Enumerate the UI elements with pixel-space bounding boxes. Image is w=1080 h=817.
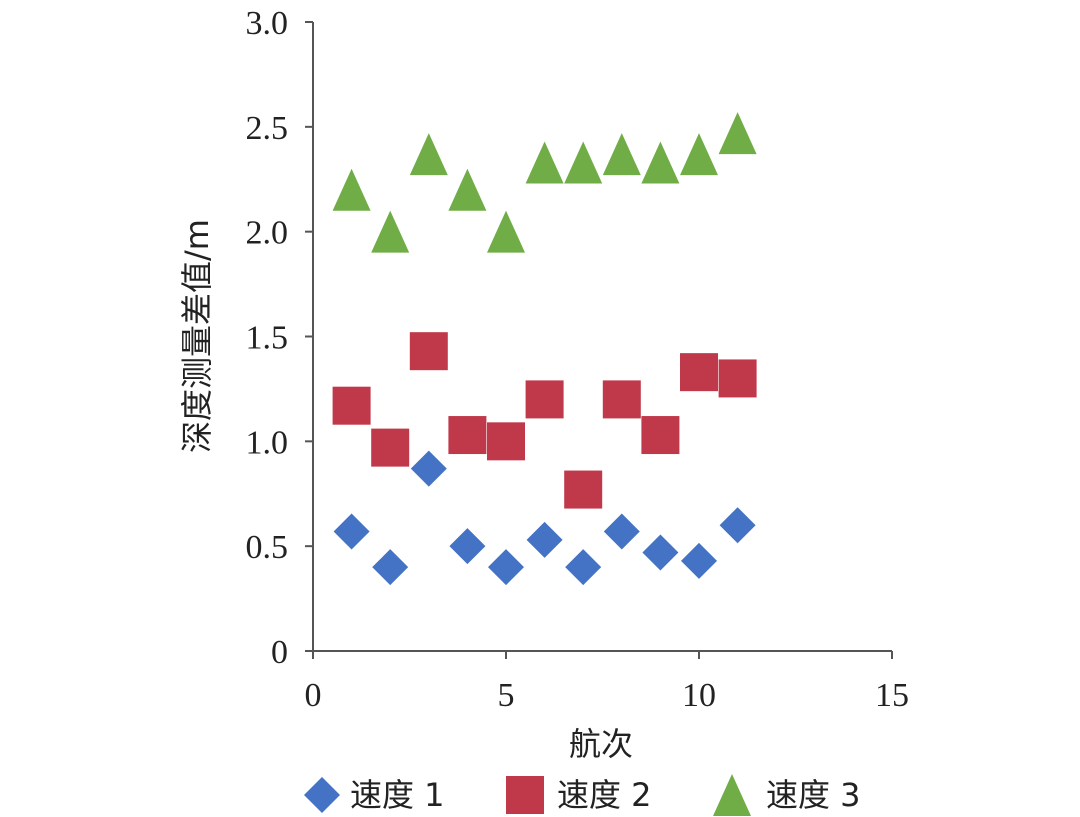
point-diamond bbox=[372, 549, 409, 586]
axes bbox=[312, 22, 892, 652]
point-triangle bbox=[602, 133, 641, 176]
point-triangle bbox=[641, 141, 680, 184]
point-diamond bbox=[333, 513, 370, 550]
point-diamond bbox=[526, 521, 563, 558]
point-triangle bbox=[564, 141, 603, 184]
point-triangle bbox=[409, 133, 448, 176]
y-ticks: 0 0.5 1.0 1.5 2.0 2.5 3.0 bbox=[246, 5, 313, 671]
point-square bbox=[332, 386, 371, 425]
point-diamond bbox=[719, 507, 756, 544]
point-square bbox=[680, 353, 718, 392]
point-triangle bbox=[332, 168, 371, 211]
data-marks bbox=[332, 112, 757, 586]
legend-item-1: 速度 1 bbox=[304, 776, 445, 814]
point-square bbox=[487, 422, 525, 461]
x-tick-label: 0 bbox=[305, 677, 322, 714]
point-square bbox=[371, 428, 410, 467]
y-tick-label: 3.0 bbox=[246, 5, 289, 42]
legend-label: 速度 1 bbox=[350, 776, 445, 814]
x-axis-title: 航次 bbox=[569, 725, 633, 763]
y-tick-label: 1.0 bbox=[246, 424, 289, 461]
x-tick-label: 10 bbox=[682, 677, 716, 714]
point-diamond bbox=[681, 542, 717, 579]
point-diamond bbox=[642, 534, 679, 571]
y-axis-title: 深度测量差值/m bbox=[178, 219, 216, 453]
legend-label: 速度 2 bbox=[557, 776, 652, 814]
legend-square-marker bbox=[506, 776, 544, 814]
point-triangle bbox=[448, 168, 487, 211]
point-square bbox=[602, 380, 641, 419]
point-square bbox=[525, 380, 564, 419]
point-diamond bbox=[565, 549, 602, 586]
y-tick-label: 0.5 bbox=[246, 529, 289, 566]
legend-triangle-marker bbox=[713, 774, 751, 816]
y-tick-label: 2.0 bbox=[246, 215, 289, 252]
point-triangle bbox=[680, 133, 718, 176]
series-1 bbox=[333, 450, 756, 586]
point-triangle bbox=[718, 112, 757, 155]
x-tick-label: 15 bbox=[875, 677, 909, 714]
point-square bbox=[409, 332, 448, 371]
legend-diamond-marker bbox=[304, 777, 340, 813]
x-ticks: 0 5 10 15 bbox=[305, 651, 909, 714]
point-triangle bbox=[487, 210, 525, 253]
legend-label: 速度 3 bbox=[766, 776, 861, 814]
legend-item-2: 速度 2 bbox=[506, 776, 652, 814]
point-triangle bbox=[525, 141, 564, 184]
point-square bbox=[641, 416, 680, 455]
legend: 速度 1 速度 2 速度 3 bbox=[304, 774, 861, 816]
y-tick-label: 0 bbox=[271, 634, 288, 671]
series-3 bbox=[332, 112, 757, 253]
point-triangle bbox=[371, 210, 410, 253]
y-tick-label: 1.5 bbox=[246, 320, 289, 357]
point-square bbox=[564, 470, 603, 509]
x-tick-label: 5 bbox=[498, 677, 515, 714]
point-square bbox=[718, 359, 757, 398]
point-diamond bbox=[488, 549, 524, 586]
series-2 bbox=[332, 332, 757, 509]
y-tick-label: 2.5 bbox=[246, 110, 289, 147]
point-square bbox=[448, 416, 487, 455]
point-diamond bbox=[410, 450, 447, 487]
point-diamond bbox=[449, 528, 486, 565]
legend-item-3: 速度 3 bbox=[713, 774, 861, 816]
point-diamond bbox=[603, 513, 640, 550]
